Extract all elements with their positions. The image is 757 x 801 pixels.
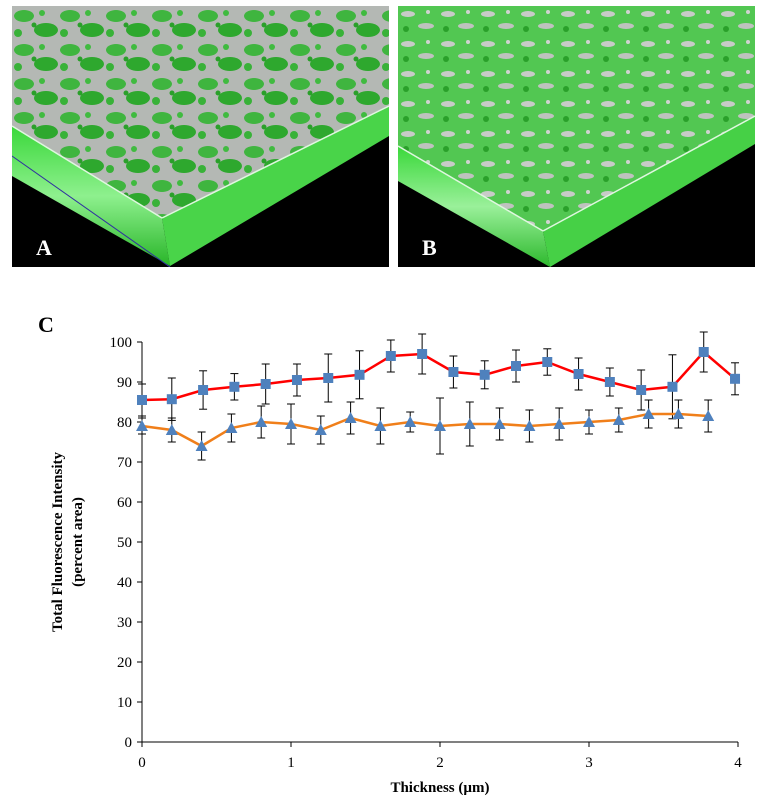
data-point [434, 420, 446, 431]
data-point [612, 414, 625, 425]
series-line [141, 412, 709, 448]
data-point [344, 412, 357, 423]
data-point [137, 395, 147, 405]
y-tick-label: 20 [117, 655, 132, 671]
data-point [404, 416, 417, 427]
data-point [255, 416, 268, 427]
x-tick-label: 2 [436, 755, 444, 771]
y-axis-ticks: 0 10 20 30 40 50 60 70 80 90 100 [110, 335, 142, 751]
series-2 [136, 397, 715, 461]
data-point [385, 351, 396, 361]
data-point [636, 385, 647, 395]
x-axis-ticks: 0 1 2 3 4 [138, 742, 742, 771]
fluorescence-chart: 0 10 20 30 40 50 60 70 80 90 100 0 1 2 3 4 Thickness (… [50, 331, 742, 796]
data-point [229, 381, 240, 392]
data-point [291, 375, 302, 385]
panel-label-b: B [422, 235, 437, 260]
data-point [702, 410, 715, 421]
data-point [604, 377, 615, 387]
data-point [136, 420, 148, 431]
data-point [479, 369, 490, 380]
y-tick-label: 10 [117, 695, 132, 711]
micrograph-panel-b: B [398, 6, 755, 267]
data-point [198, 385, 209, 395]
series-line [141, 350, 736, 402]
data-point [463, 418, 476, 429]
x-tick-label: 4 [734, 755, 742, 771]
data-point [510, 361, 521, 371]
data-point [195, 440, 208, 451]
data-point [667, 381, 678, 392]
y-tick-label: 90 [117, 375, 132, 391]
biofilm-render-b [398, 6, 755, 267]
x-axis-title: Thickness (µm) [390, 780, 489, 796]
data-point [260, 379, 271, 389]
y-tick-label: 60 [117, 495, 132, 511]
data-point [642, 408, 655, 419]
data-point [165, 424, 178, 435]
data-point [583, 416, 595, 427]
data-point [417, 349, 428, 359]
data-point [314, 424, 327, 435]
y-axis-title-line1: Total Fluorescence Intensity [50, 452, 66, 632]
biofilm-render-a [12, 6, 389, 267]
series-layer [136, 331, 741, 461]
y-tick-label: 50 [117, 535, 132, 551]
data-point [573, 369, 584, 379]
data-point [354, 369, 365, 380]
x-tick-label: 1 [287, 755, 295, 771]
micrograph-panel-a: A [12, 6, 389, 267]
data-point [672, 408, 685, 419]
data-point [285, 418, 297, 429]
y-tick-label: 100 [110, 335, 133, 351]
x-tick-label: 0 [138, 755, 146, 771]
y-axis-title-line2: (percent area) [70, 497, 86, 587]
data-point [553, 418, 566, 429]
y-tick-label: 30 [117, 615, 132, 631]
y-tick-label: 70 [117, 455, 132, 471]
data-point [166, 394, 177, 405]
x-tick-label: 3 [585, 755, 593, 771]
y-axis-title: Total Fluorescence Intensity (percent ar… [50, 452, 86, 632]
data-point [323, 373, 334, 383]
data-point [523, 420, 536, 431]
series-1 [137, 331, 741, 421]
data-point [225, 422, 238, 433]
data-point [698, 347, 709, 357]
data-point [542, 357, 553, 367]
y-tick-label: 80 [117, 415, 132, 431]
y-tick-label: 40 [117, 575, 132, 591]
data-point [374, 420, 387, 431]
panel-label-c: C [38, 312, 54, 337]
data-point [493, 418, 506, 429]
data-point [730, 373, 741, 384]
panel-label-a: A [36, 235, 52, 260]
y-tick-label: 0 [125, 735, 133, 751]
data-point [448, 367, 459, 377]
